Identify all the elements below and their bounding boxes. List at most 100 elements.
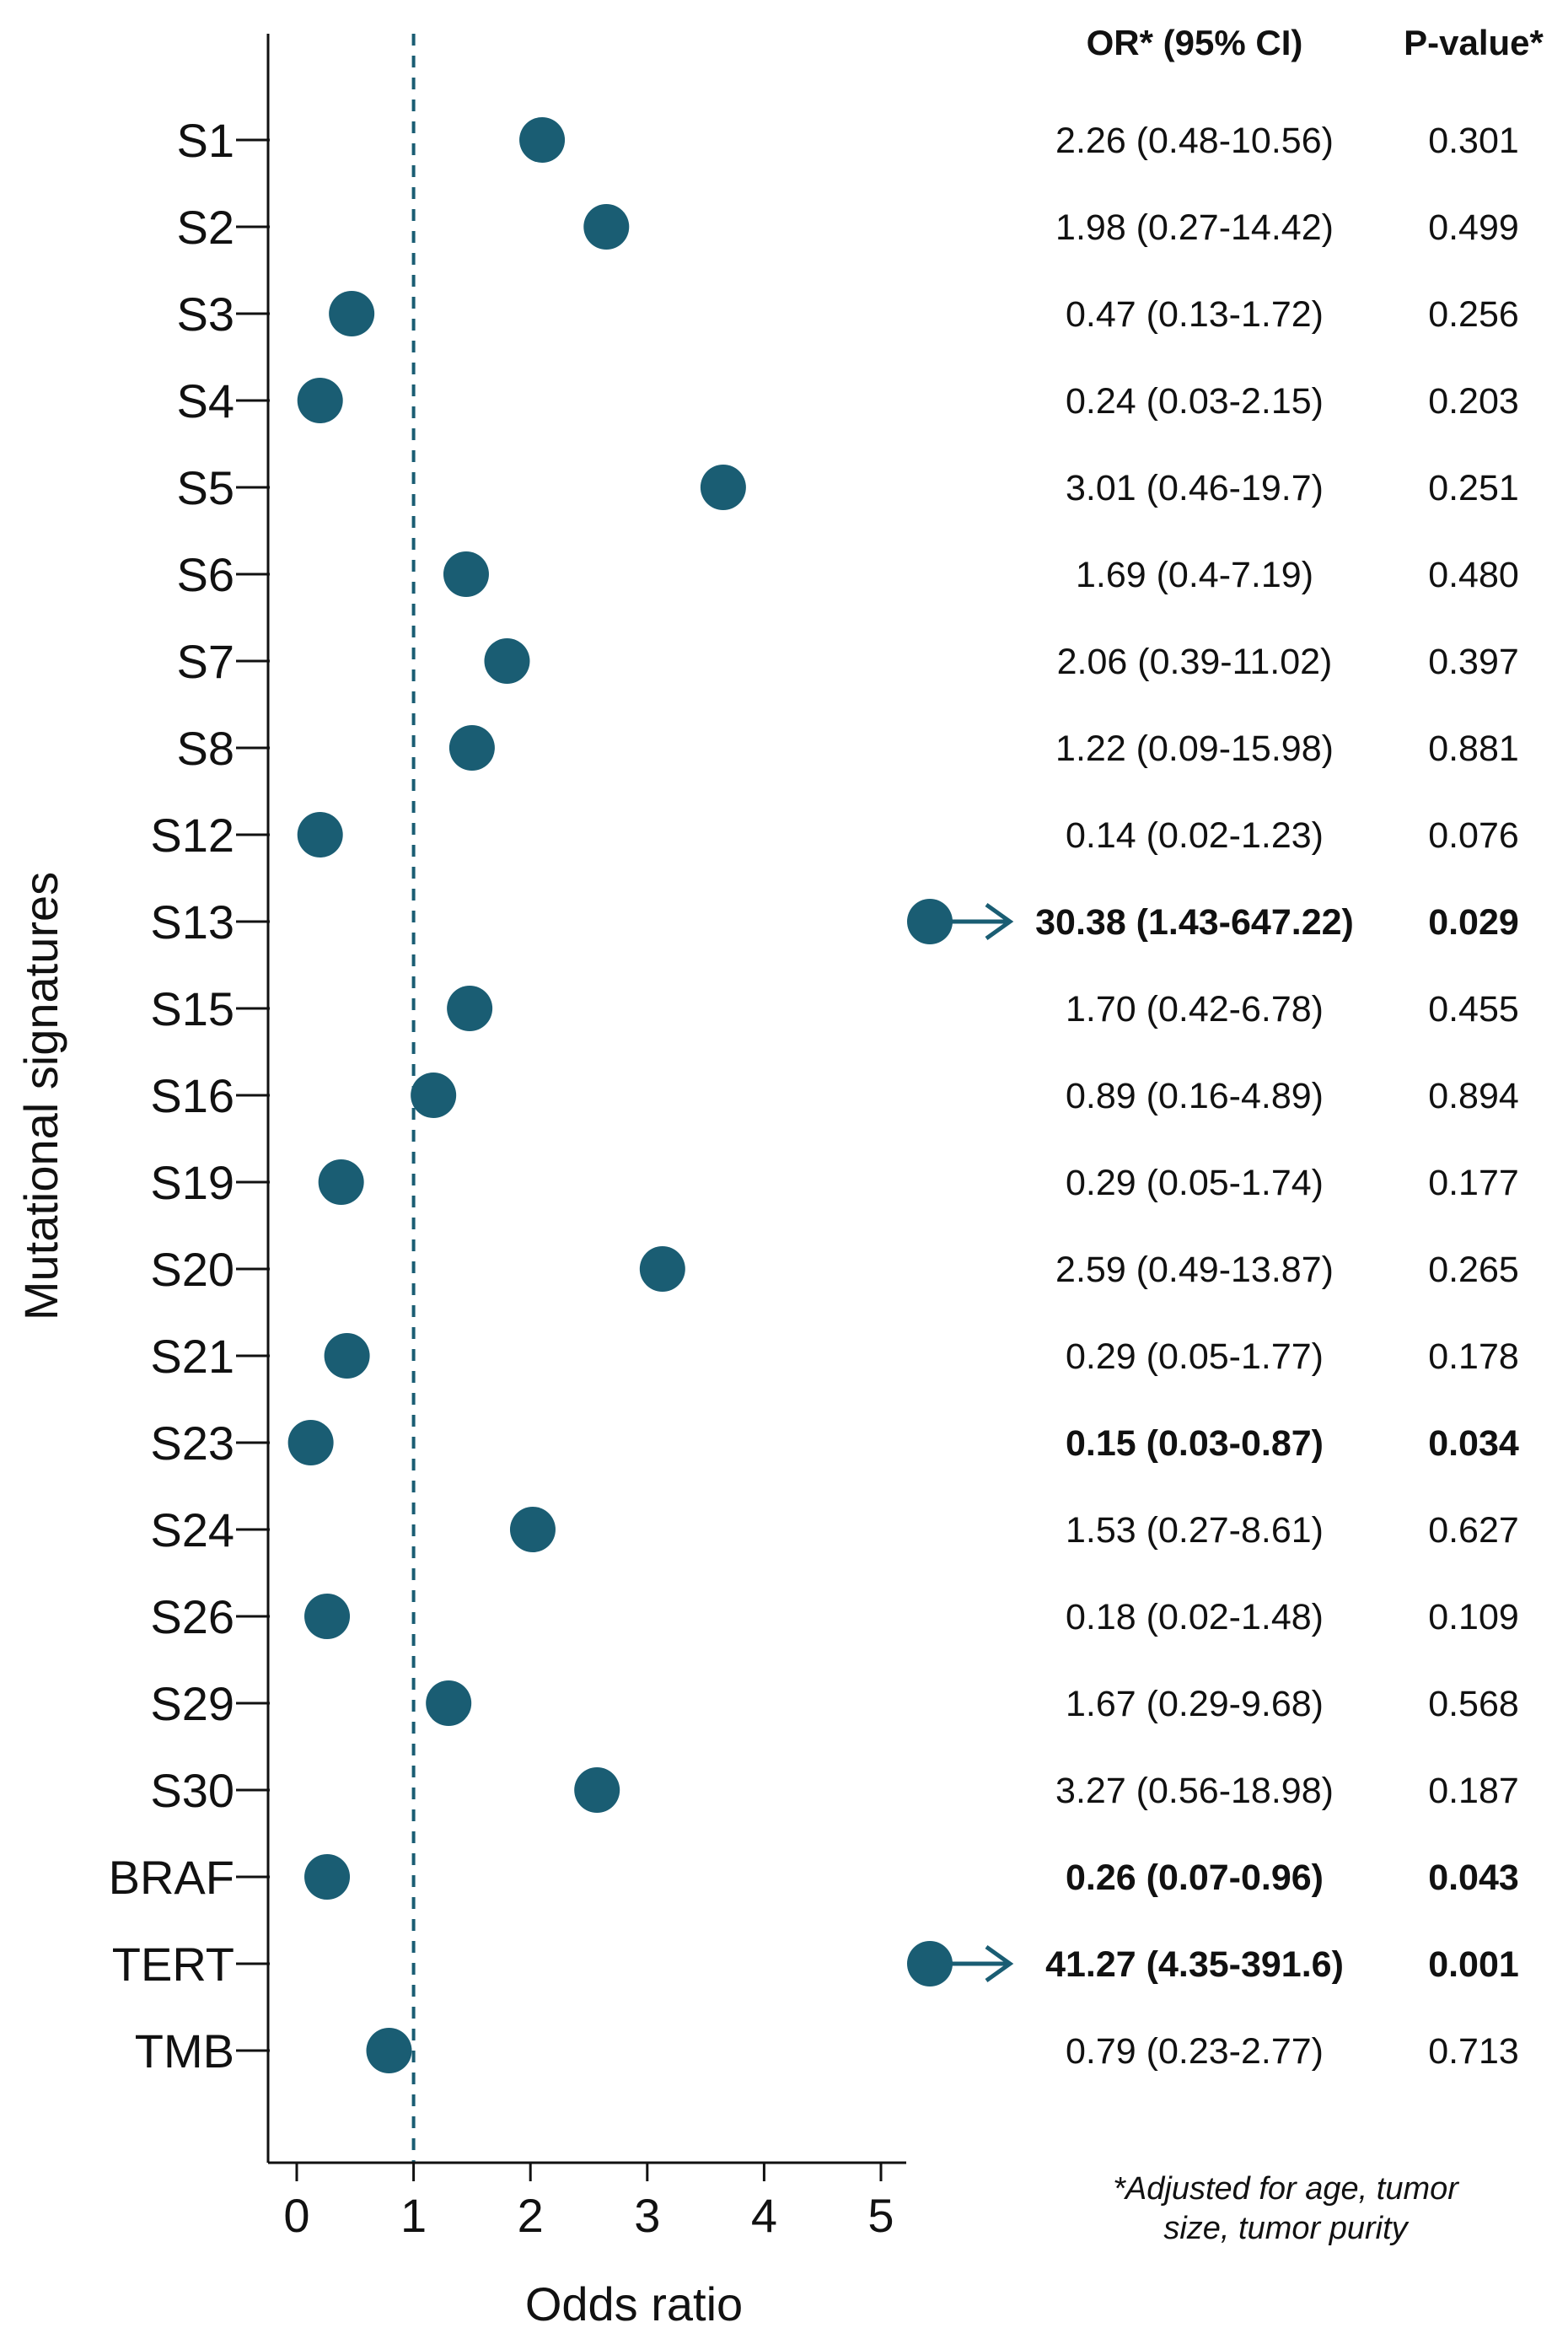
- point-s21: [324, 1333, 370, 1379]
- row-label-s23: S23: [150, 1417, 234, 1470]
- or-value-tert: 41.27 (4.35-391.6): [1045, 1944, 1344, 1985]
- row-label-s19: S19: [150, 1156, 234, 1209]
- or-value-s23: 0.15 (0.03-0.87): [1066, 1423, 1324, 1464]
- x-tick-label-2: 2: [518, 2189, 544, 2242]
- p-value-braf: 0.043: [1428, 1857, 1519, 1898]
- p-value-s19: 0.177: [1428, 1163, 1519, 1203]
- point-s1: [519, 117, 566, 163]
- row-label-s21: S21: [150, 1330, 234, 1383]
- or-value-s4: 0.24 (0.03-2.15): [1066, 381, 1324, 422]
- point-tmb: [366, 2028, 412, 2073]
- or-value-s12: 0.14 (0.02-1.23): [1066, 815, 1324, 856]
- point-s20: [639, 1246, 685, 1292]
- or-value-s29: 1.67 (0.29-9.68): [1066, 1684, 1324, 1724]
- p-value-s26: 0.109: [1428, 1597, 1519, 1637]
- point-s4: [297, 378, 343, 423]
- x-tick-label-1: 1: [400, 2189, 427, 2242]
- x-tick-label-5: 5: [867, 2189, 894, 2242]
- p-value-s21: 0.178: [1428, 1336, 1519, 1377]
- row-label-s12: S12: [150, 809, 234, 862]
- p-value-s20: 0.265: [1428, 1250, 1519, 1290]
- y-axis-title: Mutational signatures: [14, 872, 67, 1320]
- p-value-s6: 0.480: [1428, 555, 1519, 595]
- point-s3: [329, 291, 375, 336]
- point-s30: [574, 1767, 620, 1813]
- point-s24: [509, 1507, 556, 1552]
- p-value-s7: 0.397: [1428, 642, 1519, 682]
- point-s26: [304, 1594, 351, 1639]
- or-value-s8: 1.22 (0.09-15.98): [1055, 728, 1334, 769]
- or-value-s1: 2.26 (0.48-10.56): [1055, 121, 1334, 161]
- p-value-s5: 0.251: [1428, 468, 1519, 508]
- axis-layer: 0 1 2 3 4 5: [266, 34, 906, 2242]
- p-value-s30: 0.187: [1428, 1771, 1519, 1811]
- point-s6: [443, 551, 489, 597]
- x-tick-label-0: 0: [283, 2189, 309, 2242]
- row-label-s20: S20: [150, 1243, 234, 1296]
- footnote-line-2: size, tumor purity: [1163, 2211, 1409, 2246]
- or-value-s5: 3.01 (0.46-19.7): [1066, 468, 1324, 508]
- or-value-s26: 0.18 (0.02-1.48): [1066, 1597, 1324, 1637]
- row-label-s2: S2: [177, 201, 235, 254]
- x-tick-label-3: 3: [634, 2189, 660, 2242]
- row-label-s26: S26: [150, 1590, 234, 1643]
- point-tert: [907, 1941, 953, 1986]
- point-braf: [304, 1854, 351, 1900]
- p-value-s15: 0.455: [1428, 989, 1519, 1030]
- or-value-s20: 2.59 (0.49-13.87): [1055, 1250, 1334, 1290]
- row-label-braf: BRAF: [109, 1851, 234, 1904]
- or-value-s15: 1.70 (0.42-6.78): [1066, 989, 1324, 1030]
- row-label-s8: S8: [177, 722, 235, 775]
- x-axis-title: Odds ratio: [525, 2277, 743, 2331]
- or-value-s24: 1.53 (0.27-8.61): [1066, 1510, 1324, 1551]
- row-label-tmb: TMB: [135, 2024, 234, 2078]
- p-value-column-header: P-value*: [1404, 23, 1544, 62]
- point-s8: [448, 725, 495, 771]
- or-value-s2: 1.98 (0.27-14.42): [1055, 207, 1334, 248]
- rows-layer: S1 2.26 (0.48-10.56) 0.301 S2 1.98 (0.27-14.…: [109, 114, 1519, 2078]
- row-label-s1: S1: [177, 114, 235, 167]
- row-label-s5: S5: [177, 461, 235, 514]
- x-tick-label-4: 4: [751, 2189, 777, 2242]
- or-value-s21: 0.29 (0.05-1.77): [1066, 1336, 1324, 1377]
- p-value-s1: 0.301: [1428, 121, 1519, 161]
- point-s29: [426, 1680, 472, 1726]
- offscale-arrow-head-tert: [985, 1944, 1014, 1983]
- p-value-s2: 0.499: [1428, 207, 1519, 248]
- p-value-s16: 0.894: [1428, 1076, 1519, 1116]
- p-value-s8: 0.881: [1428, 728, 1519, 769]
- row-label-s15: S15: [150, 982, 234, 1035]
- point-s19: [318, 1159, 364, 1205]
- or-value-s19: 0.29 (0.05-1.74): [1066, 1163, 1324, 1203]
- or-value-tmb: 0.79 (0.23-2.77): [1066, 2031, 1324, 2072]
- p-value-tmb: 0.713: [1428, 2031, 1519, 2072]
- row-label-s29: S29: [150, 1677, 234, 1730]
- p-value-s3: 0.256: [1428, 294, 1519, 335]
- or-value-s6: 1.69 (0.4-7.19): [1076, 555, 1313, 595]
- or-value-s30: 3.27 (0.56-18.98): [1055, 1771, 1334, 1811]
- or-value-s16: 0.89 (0.16-4.89): [1066, 1076, 1324, 1116]
- row-label-s13: S13: [150, 895, 234, 949]
- p-value-tert: 0.001: [1428, 1944, 1519, 1985]
- or-value-s3: 0.47 (0.13-1.72): [1066, 294, 1324, 335]
- p-value-s12: 0.076: [1428, 815, 1519, 856]
- row-label-s7: S7: [177, 635, 235, 688]
- row-label-s4: S4: [177, 374, 235, 427]
- row-label-s24: S24: [150, 1503, 234, 1556]
- p-value-s24: 0.627: [1428, 1510, 1519, 1551]
- or-value-braf: 0.26 (0.07-0.96): [1066, 1857, 1324, 1898]
- point-s23: [287, 1420, 334, 1465]
- row-label-s6: S6: [177, 548, 235, 601]
- p-value-s13: 0.029: [1428, 902, 1519, 943]
- p-value-s29: 0.568: [1428, 1684, 1519, 1724]
- row-label-s3: S3: [177, 288, 235, 341]
- point-s12: [297, 812, 343, 857]
- p-value-s23: 0.034: [1428, 1423, 1519, 1464]
- point-s13: [907, 899, 953, 944]
- point-s5: [700, 465, 746, 510]
- p-value-s4: 0.203: [1428, 381, 1519, 422]
- point-s7: [484, 638, 530, 684]
- offscale-arrow-head-s13: [985, 902, 1014, 941]
- or-value-s7: 2.06 (0.39-11.02): [1057, 642, 1333, 682]
